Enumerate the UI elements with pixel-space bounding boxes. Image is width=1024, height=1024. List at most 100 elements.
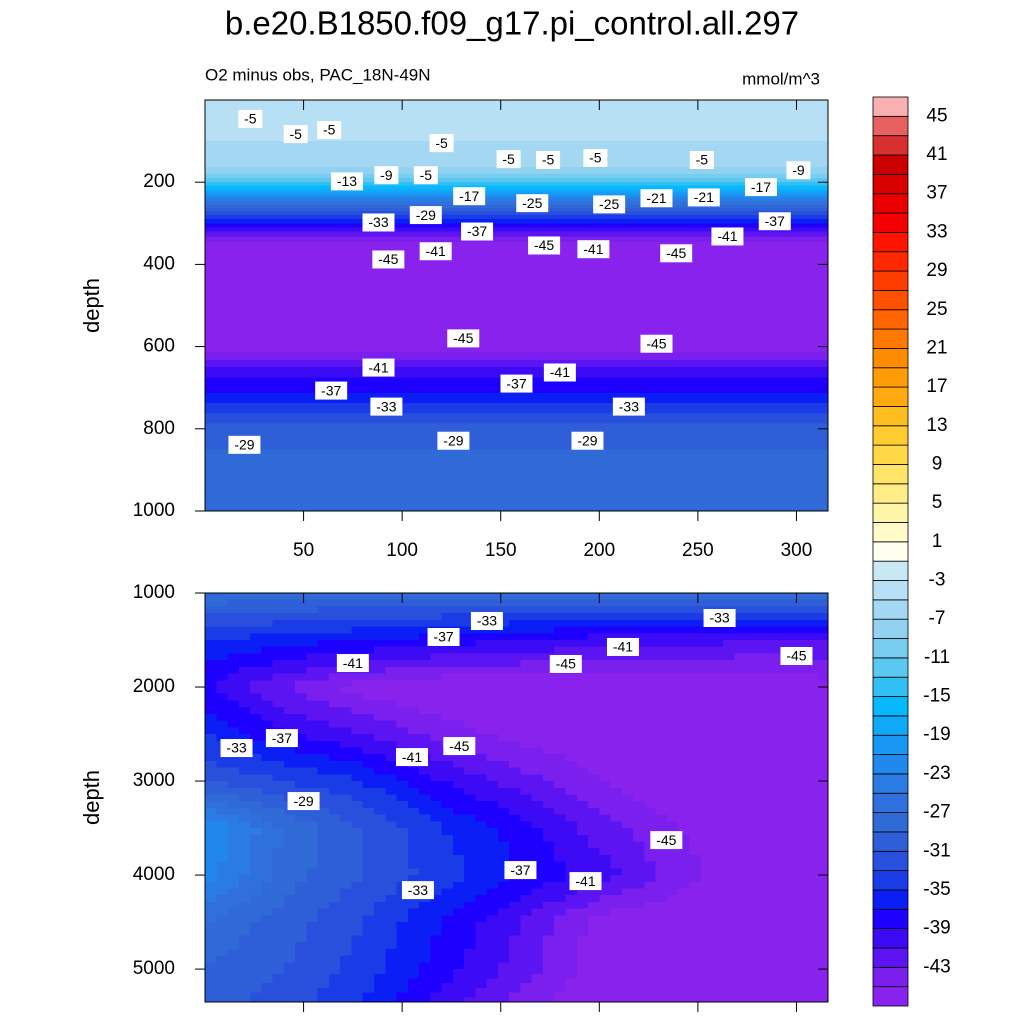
contour-cell (328, 781, 341, 789)
contour-cell (542, 653, 555, 661)
contour-cell (554, 888, 567, 896)
contour-cell (655, 740, 668, 749)
contour-cell (588, 973, 600, 980)
contour-cell (464, 640, 476, 648)
contour-cell (396, 774, 409, 782)
contour-cell (430, 895, 443, 903)
contour-cell (272, 888, 285, 896)
contour-cell (216, 821, 229, 829)
contour-cell (610, 619, 623, 628)
contour-band (205, 184, 828, 186)
contour-cell (554, 760, 567, 769)
contour-cell (452, 760, 465, 769)
contour-cell (678, 713, 691, 722)
contour-cell (767, 760, 778, 769)
contour-cell (797, 781, 809, 789)
contour-cell (238, 801, 251, 809)
contour-cell (767, 680, 778, 688)
contour-cell (396, 666, 409, 675)
contour-cell (216, 606, 229, 614)
contour-cell (340, 700, 353, 708)
contour-cell (362, 962, 375, 970)
contour-cell (306, 626, 319, 634)
contour-cell (340, 987, 353, 994)
contour-cell (317, 727, 330, 735)
contour-cell (430, 781, 443, 789)
contour-cell (509, 955, 522, 963)
contour-cell (757, 997, 768, 1003)
contour-cell (520, 935, 533, 943)
contour-cell (373, 781, 386, 789)
contour-band (205, 178, 828, 180)
contour-cell (807, 807, 819, 816)
contour-cell (565, 801, 578, 809)
colorbar-box (872, 754, 909, 775)
contour-cell (475, 754, 488, 762)
contour-cell (497, 653, 510, 661)
contour-cell (317, 787, 330, 796)
contour-cell (745, 693, 758, 702)
contour-cell (396, 848, 409, 856)
contour-cell (272, 948, 285, 957)
contour-cell (385, 787, 398, 796)
contour-cell (317, 821, 330, 829)
contour-cell (689, 908, 702, 916)
contour-cell (430, 987, 443, 994)
contour-cell (644, 653, 657, 661)
contour-cell (509, 901, 522, 910)
contour-cell (509, 593, 522, 601)
contour-cell (644, 888, 657, 896)
contour-cell (396, 841, 409, 849)
contour-cell (373, 973, 386, 980)
contour-cell (734, 707, 747, 715)
contour-cell (621, 841, 634, 849)
contour-cell (396, 713, 409, 722)
contour-cell (655, 973, 668, 980)
contour-cell (464, 713, 476, 722)
contour-cell (295, 693, 307, 702)
colorbar-label: -7 (929, 608, 946, 629)
contour-cell (261, 915, 274, 923)
units-label: mmol/m^3 (742, 69, 820, 88)
contour-cell (621, 881, 634, 890)
contour-cell (317, 834, 330, 843)
contour-cell (419, 908, 431, 916)
contour-cell (734, 978, 747, 984)
contour-cell (745, 606, 758, 614)
contour-cell (554, 962, 567, 970)
contour-cell (385, 673, 398, 681)
contour-cell (340, 673, 353, 681)
contour-cell (464, 955, 476, 963)
contour-cell (542, 599, 555, 608)
contour-cell (644, 841, 657, 849)
contour-cell (373, 922, 386, 930)
contour-cell (565, 915, 578, 923)
contour-cell (396, 613, 409, 621)
contour-cell (238, 828, 251, 836)
contour-cell (734, 747, 747, 755)
contour-cell (711, 962, 724, 970)
contour-cell (441, 978, 454, 984)
contour-cell (351, 787, 364, 796)
chart-subtitle: O2 minus obs, PAC_18N-49N (205, 65, 431, 84)
contour-cell (328, 794, 341, 802)
contour-cell (283, 962, 296, 970)
contour-cell (531, 814, 544, 822)
contour-cell (373, 599, 386, 608)
contour-cell (678, 653, 691, 661)
contour-cell (666, 687, 679, 695)
contour-cell (678, 868, 691, 876)
contour-cell (599, 821, 612, 829)
contour-cell (711, 973, 724, 980)
contour-cell (531, 962, 544, 970)
contour-band (205, 313, 828, 319)
contour-cell (777, 948, 789, 957)
contour-band (205, 432, 828, 436)
contour-cell (317, 973, 330, 980)
contour-cell (678, 807, 691, 816)
contour-cell (283, 760, 296, 769)
contour-cell (407, 619, 420, 628)
contour-cell (565, 807, 578, 816)
contour-cell (817, 969, 829, 975)
contour-cell (205, 653, 217, 661)
